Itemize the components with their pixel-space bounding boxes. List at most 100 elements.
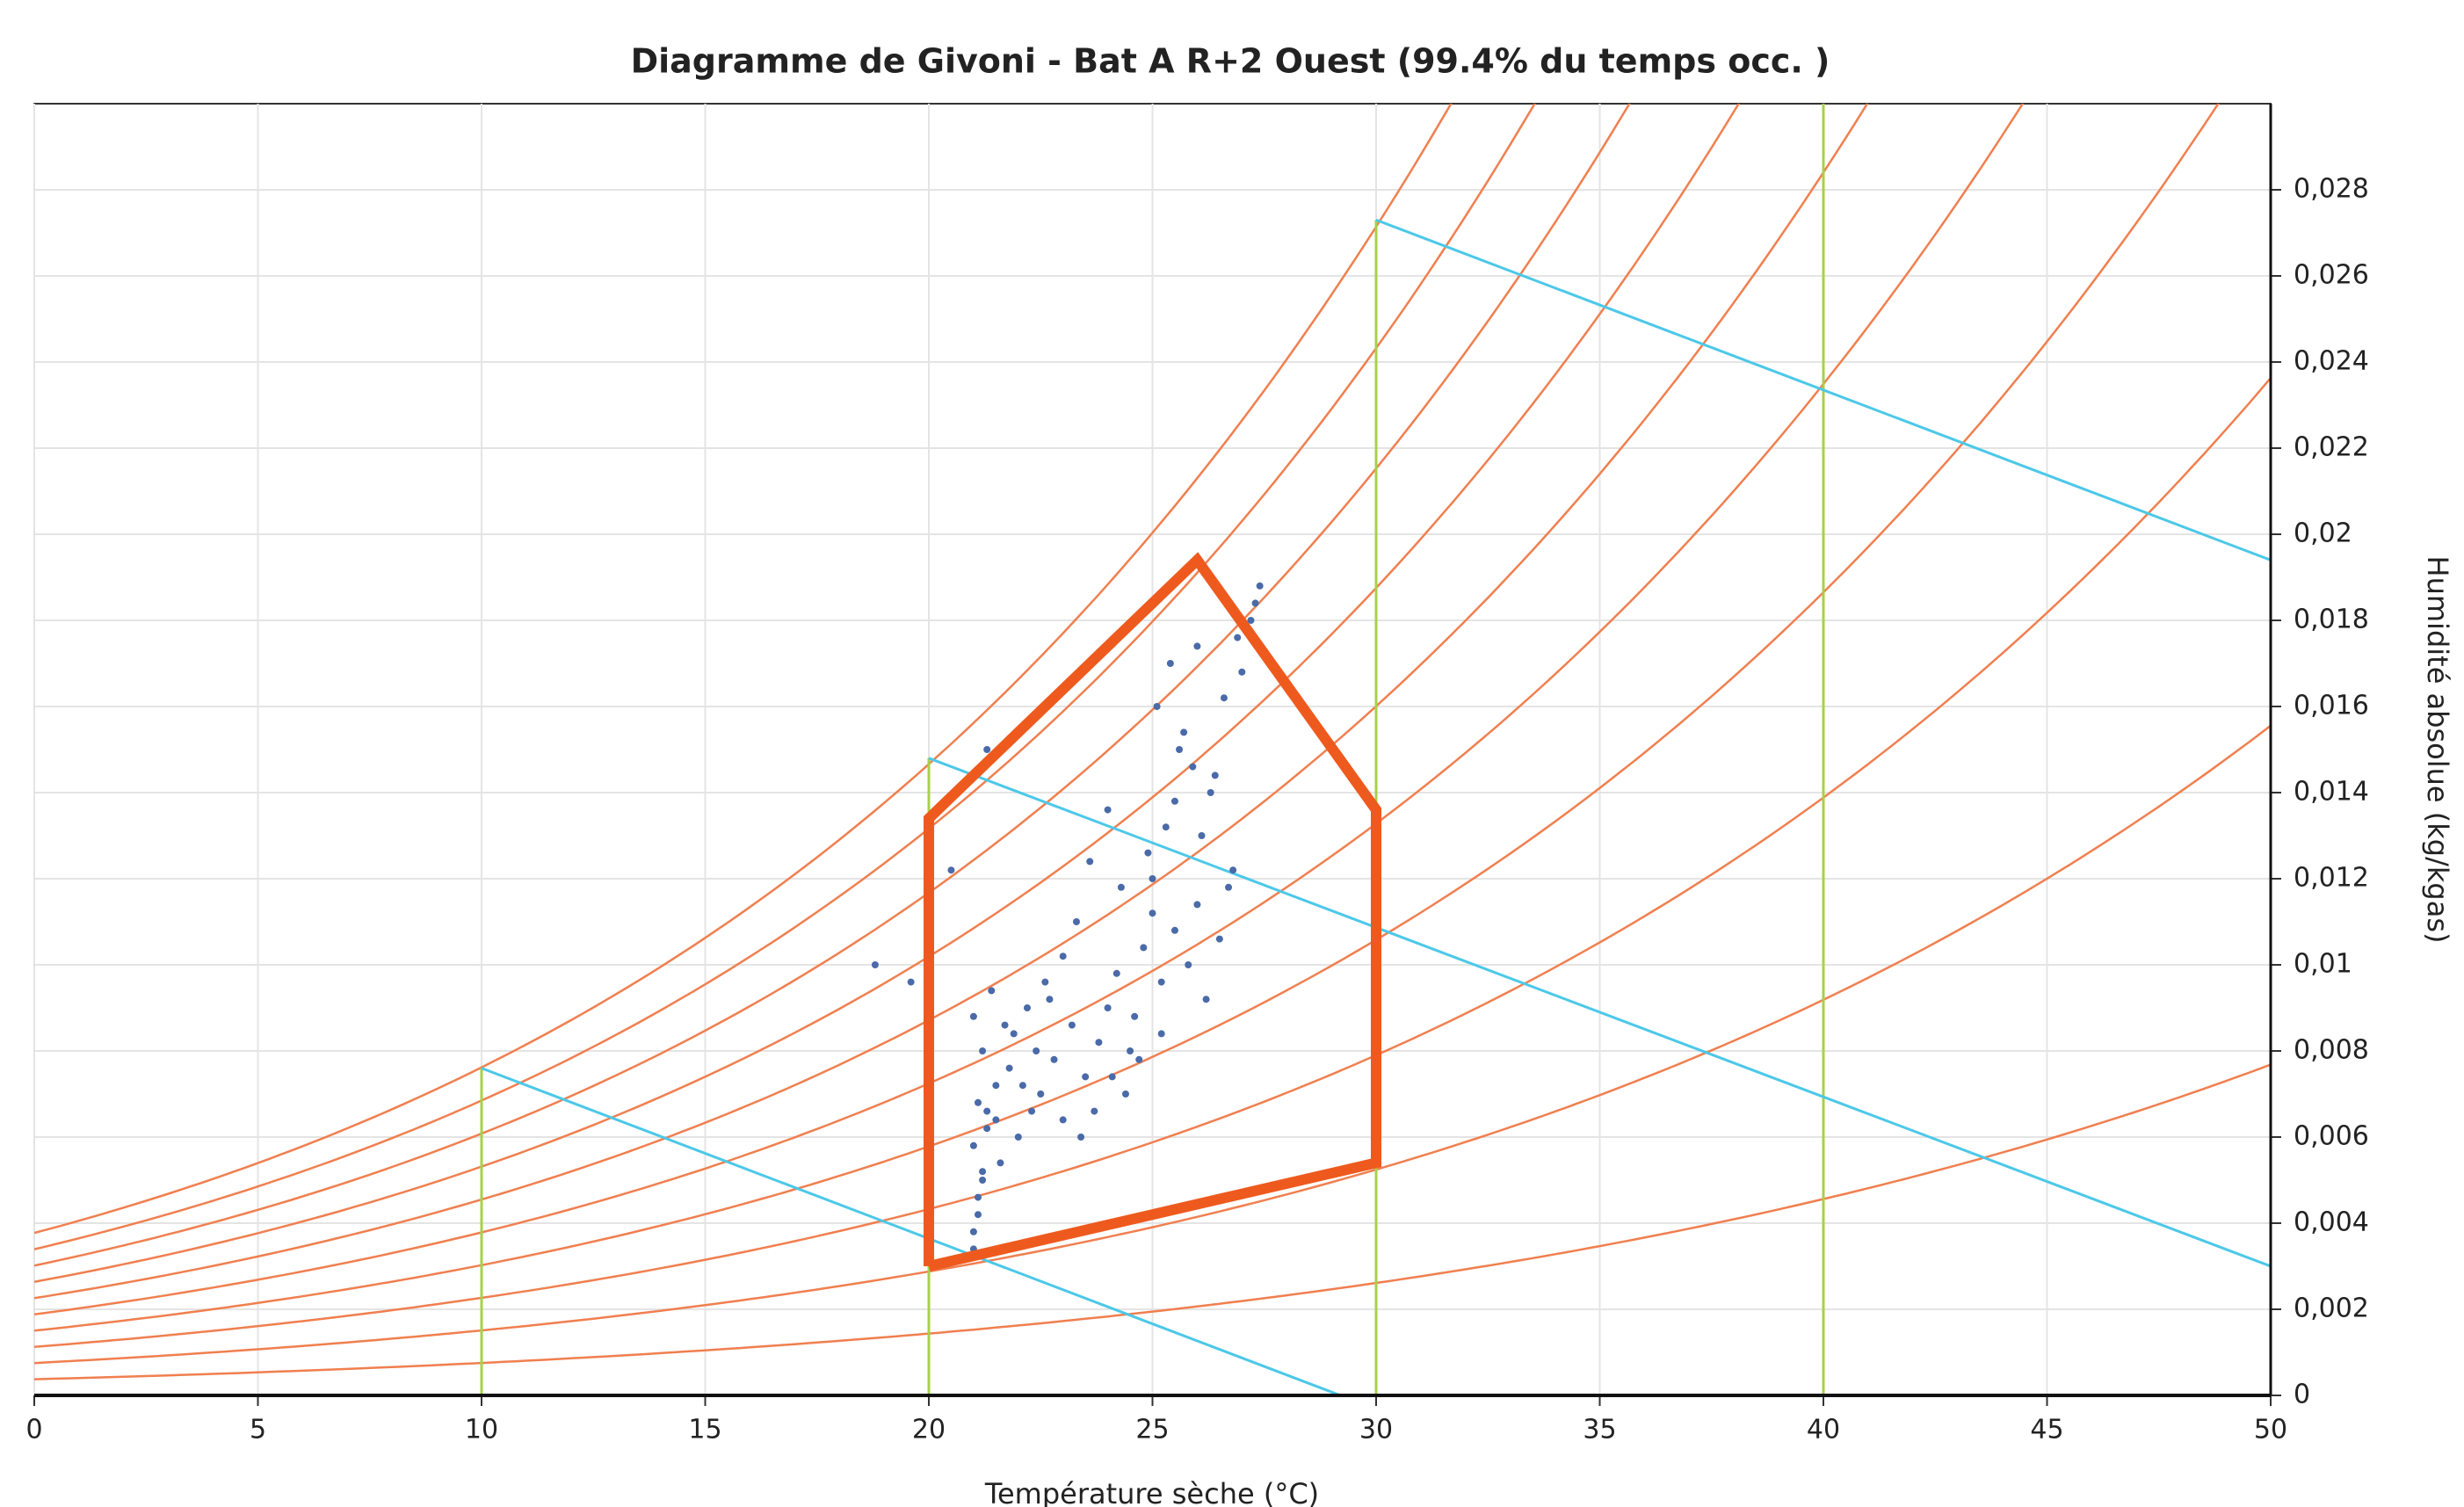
point [1104, 806, 1112, 814]
y-tick-label: 0,014 [2294, 777, 2369, 808]
point [1082, 1073, 1090, 1081]
point [1068, 1021, 1076, 1029]
y-tick-label: 0,006 [2294, 1121, 2369, 1152]
point [1091, 1107, 1098, 1115]
rh-curve [34, 104, 1536, 1250]
x-tick-label: 25 [1135, 1415, 1169, 1445]
point [1095, 1039, 1103, 1047]
point [996, 1159, 1004, 1167]
point [1185, 961, 1192, 968]
point [983, 1107, 991, 1115]
rh-curve [34, 104, 1741, 1284]
rh-curve [34, 104, 1869, 1300]
x-tick-label: 10 [465, 1415, 498, 1445]
point [1005, 1064, 1013, 1072]
point [1238, 668, 1246, 676]
cyan-line [928, 757, 2271, 1268]
comfort-zone [924, 552, 1381, 1272]
point [1033, 1047, 1040, 1054]
point [1041, 978, 1049, 986]
point [1121, 1090, 1129, 1098]
x-tick-label: 50 [2254, 1415, 2287, 1445]
point [1131, 1012, 1139, 1020]
point [1108, 1073, 1116, 1081]
point [1037, 1090, 1045, 1098]
point [947, 866, 955, 874]
x-tick-label: 35 [1583, 1415, 1616, 1445]
y-tick-label: 0,028 [2294, 174, 2369, 205]
x-tick-label: 15 [688, 1415, 721, 1445]
point [1176, 746, 1184, 753]
rh-curve [34, 1063, 2271, 1380]
point [1157, 978, 1165, 986]
point [974, 1098, 982, 1106]
point [974, 1211, 982, 1219]
point [1225, 883, 1233, 891]
point [1127, 1047, 1134, 1054]
point [1170, 797, 1178, 805]
point [1207, 789, 1214, 796]
point [1256, 582, 1264, 590]
point [907, 978, 915, 986]
point [1112, 969, 1120, 977]
point [1162, 823, 1170, 831]
point [1059, 1116, 1067, 1124]
point [1166, 660, 1174, 667]
point [1144, 849, 1152, 857]
point [1014, 1134, 1022, 1141]
point [1170, 926, 1178, 934]
point [1247, 617, 1255, 624]
y-tick-label: 0,002 [2294, 1293, 2369, 1324]
point [983, 746, 991, 753]
point [1117, 883, 1125, 891]
x-tick-label: 30 [1359, 1415, 1393, 1445]
point [1211, 772, 1219, 779]
point [1251, 599, 1259, 607]
point [1086, 858, 1094, 866]
point [1059, 953, 1067, 960]
point [1050, 1055, 1058, 1063]
point [1234, 634, 1242, 641]
rh-curve [34, 377, 2271, 1349]
y-tick-label: 0,012 [2294, 863, 2369, 894]
y-tick-label: 0 [2294, 1380, 2310, 1410]
point [969, 1012, 977, 1020]
point [1018, 1082, 1026, 1090]
point [974, 1193, 982, 1201]
y-axis-label: Humidité absolue (kg/kgas) [2421, 556, 2454, 944]
point [1215, 935, 1223, 943]
point [1193, 642, 1201, 650]
chart-title: Diagramme de Givoni - Bat A R+2 Ouest (9… [631, 42, 1830, 81]
point [1180, 728, 1188, 736]
rh-curve [34, 104, 2220, 1332]
plot-content [34, 104, 2271, 1395]
cyan-line [481, 1067, 1341, 1395]
y-tick-label: 0,01 [2294, 949, 2352, 980]
point [1072, 918, 1080, 925]
point [979, 1047, 987, 1054]
point [1220, 694, 1228, 702]
point [1001, 1021, 1009, 1029]
point [992, 1082, 1000, 1090]
point [979, 1168, 987, 1176]
rh-curve [34, 724, 2271, 1365]
point [1202, 996, 1210, 1003]
x-tick-label: 20 [912, 1415, 946, 1445]
point [1198, 832, 1206, 839]
point [871, 961, 879, 968]
point [1157, 1030, 1165, 1038]
point [969, 1141, 977, 1149]
rh-curve [34, 104, 2025, 1316]
point [1010, 1030, 1018, 1038]
x-tick-label: 45 [2030, 1415, 2063, 1445]
x-tick-label: 40 [1807, 1415, 1840, 1445]
point [1046, 996, 1054, 1003]
point [992, 1116, 1000, 1124]
point [979, 1177, 987, 1184]
point [1023, 1004, 1031, 1011]
point [983, 1125, 991, 1133]
point [1149, 875, 1156, 882]
point [1229, 866, 1237, 874]
y-tick-label: 0,024 [2294, 346, 2369, 377]
